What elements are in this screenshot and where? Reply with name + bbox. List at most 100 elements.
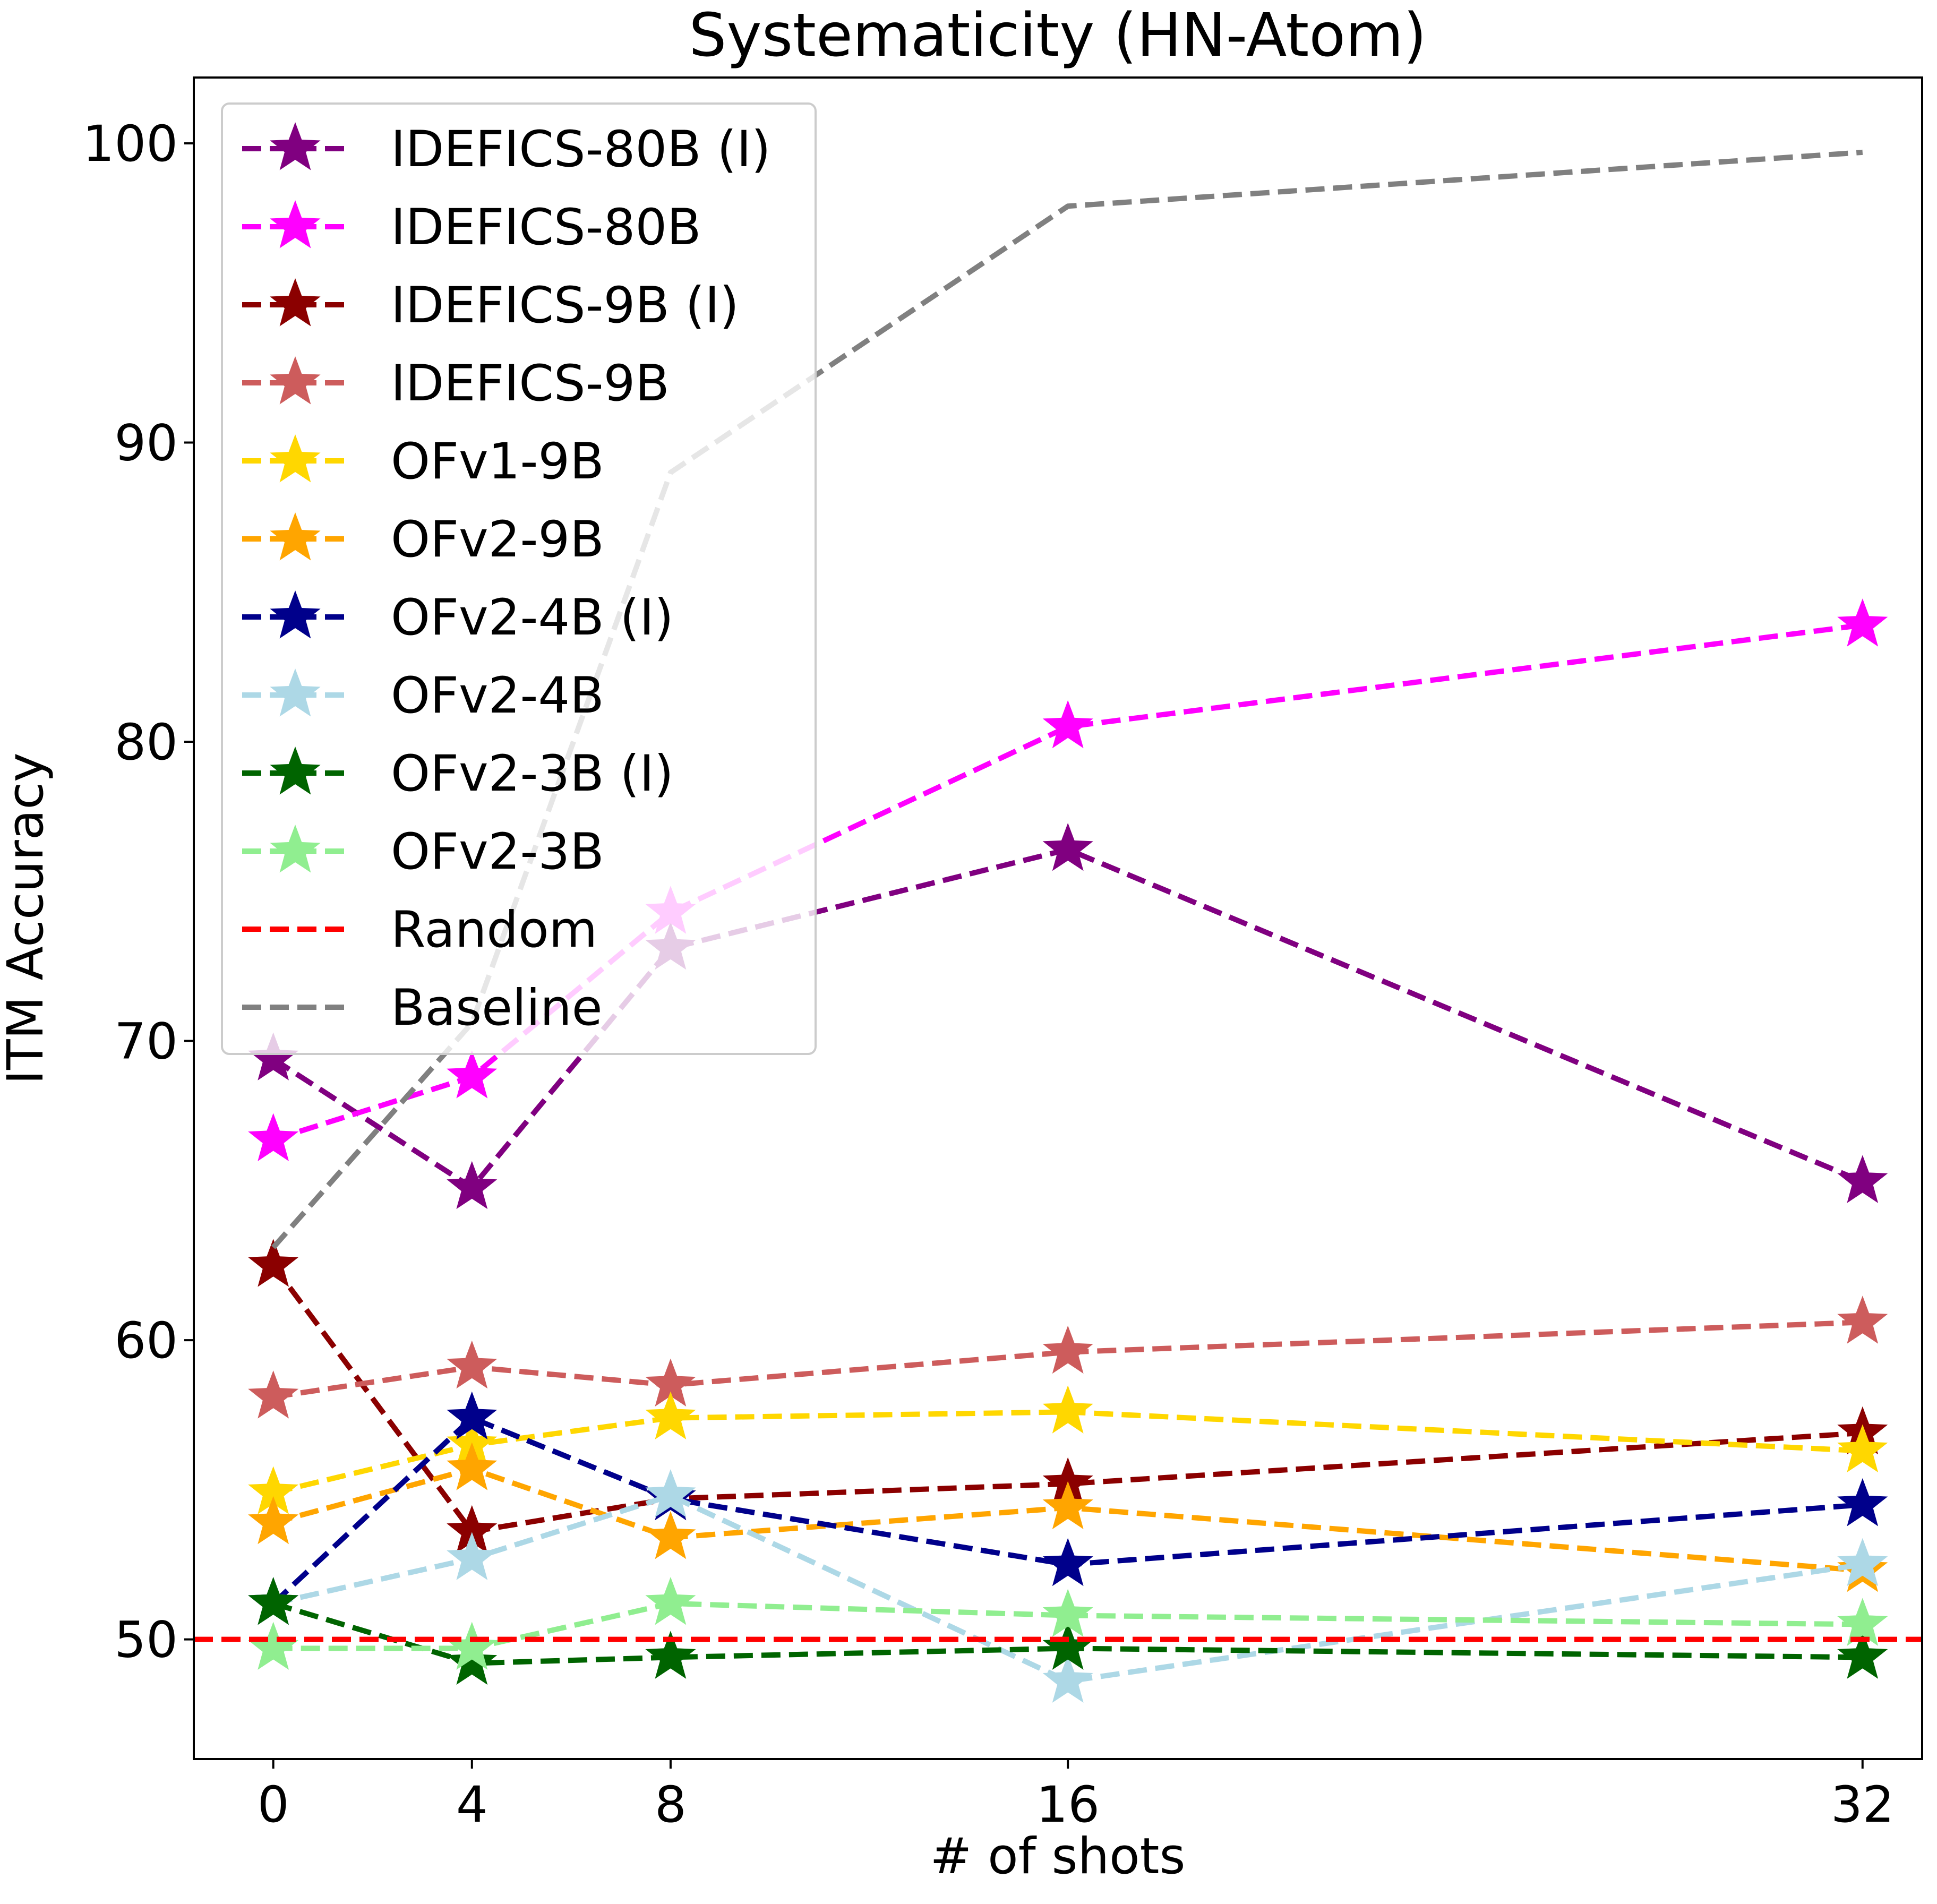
data-point <box>645 1631 696 1679</box>
data-point <box>1042 1538 1093 1586</box>
data-point <box>447 1532 498 1580</box>
data-point <box>248 1466 299 1514</box>
data-point <box>447 1340 498 1389</box>
data-point <box>645 1469 696 1517</box>
data-point <box>1837 1538 1888 1586</box>
x-tick-label: 32 <box>1831 1776 1895 1834</box>
data-point <box>1042 1385 1093 1434</box>
legend-label: OFv2-9B <box>391 511 604 569</box>
data-point <box>1042 822 1093 871</box>
legend-label: OFv2-4B (I) <box>391 589 674 647</box>
data-point <box>645 1358 696 1406</box>
x-tick-label: 4 <box>456 1776 488 1834</box>
data-point <box>1837 1155 1888 1203</box>
data-point <box>447 1050 498 1099</box>
plot-frame <box>193 76 1923 1760</box>
legend-label: OFv2-3B <box>391 823 604 881</box>
data-point <box>1042 1589 1093 1637</box>
legend-marker <box>270 668 321 717</box>
legend-marker <box>270 200 321 248</box>
legend-item-idefics-80b-i: IDEFICS-80B (I) <box>242 121 771 178</box>
data-point <box>1042 1325 1093 1374</box>
x-axis: 0 4 8 16 32 <box>258 1759 1895 1834</box>
y-axis: 50 60 70 80 90 100 <box>83 115 194 1669</box>
data-point <box>447 1505 498 1554</box>
data-point <box>248 1496 299 1545</box>
y-tick-label: 60 <box>114 1312 178 1370</box>
x-tick-label: 16 <box>1036 1776 1100 1834</box>
legend-item-random: Random <box>242 901 597 959</box>
y-tick-label: 80 <box>114 714 178 771</box>
legend-box <box>221 102 817 1055</box>
legend-label: OFv2-4B <box>391 667 604 725</box>
legend-label: Random <box>391 901 597 959</box>
series-idefics-9b <box>248 1296 1888 1419</box>
chart-title: Systematicity (HN-Atom) <box>689 1 1426 70</box>
data-point <box>248 1239 299 1287</box>
data-point <box>1837 1631 1888 1679</box>
data-point <box>1042 1481 1093 1530</box>
data-point <box>248 1032 299 1080</box>
legend-marker <box>270 356 321 405</box>
legend-item-ofv1-9b: OFv1-9B <box>242 433 604 491</box>
series-ofv2-3b <box>248 1577 1888 1670</box>
data-point <box>645 1391 696 1439</box>
y-tick-label: 70 <box>114 1013 178 1071</box>
legend-marker <box>270 434 321 483</box>
y-tick-label: 100 <box>83 115 178 173</box>
series-line <box>272 1493 1863 1684</box>
y-tick-label: 90 <box>114 414 178 472</box>
data-point <box>1837 598 1888 647</box>
legend-marker <box>270 122 321 170</box>
data-point <box>248 1577 299 1625</box>
legend-label: IDEFICS-9B (I) <box>391 277 739 335</box>
data-point <box>248 1370 299 1419</box>
data-point <box>645 1511 696 1559</box>
legend-item-ofv2-3b: OFv2-3B <box>242 823 604 881</box>
series-line <box>272 1601 1863 1666</box>
data-point <box>1042 1622 1093 1670</box>
legend-marker <box>270 512 321 561</box>
legend-item-idefics-9b: IDEFICS-9B <box>242 355 670 413</box>
legend-label: IDEFICS-80B (I) <box>391 121 771 178</box>
data-point <box>1837 1598 1888 1646</box>
series-line <box>271 846 1864 1191</box>
data-point <box>645 1577 696 1625</box>
legend-marker <box>270 278 321 327</box>
data-point <box>447 1622 498 1670</box>
legend-label: Baseline <box>391 979 603 1037</box>
legend-item-ofv2-4b-i: OFv2-4B (I) <box>242 589 674 647</box>
legend-item-ofv2-3b-i: OFv2-3B (I) <box>242 745 674 803</box>
data-point <box>1837 1296 1888 1344</box>
data-point <box>447 1391 498 1439</box>
legend-marker <box>270 747 321 795</box>
data-point <box>1837 1424 1888 1472</box>
legend-item-idefics-9b-i: IDEFICS-9B (I) <box>242 277 739 335</box>
legend-marker <box>270 590 321 639</box>
data-point <box>447 1636 498 1685</box>
data-point <box>1042 1654 1093 1703</box>
data-point <box>1042 700 1093 749</box>
legend-label: OFv2-3B (I) <box>391 745 674 803</box>
legend-label: OFv1-9B <box>391 433 604 491</box>
series-ofv2-3b-i <box>248 1577 1888 1685</box>
x-axis-label: # of shots <box>930 1828 1185 1885</box>
legend-label: IDEFICS-9B <box>391 355 670 413</box>
legend-item-ofv2-9b: OFv2-9B <box>242 511 604 569</box>
legend-item-idefics-80b: IDEFICS-80B <box>242 199 701 256</box>
legend-item-ofv2-4b: OFv2-4B <box>242 667 604 725</box>
legend-label: IDEFICS-80B <box>391 199 701 256</box>
data-point <box>248 1622 299 1670</box>
x-tick-label: 8 <box>655 1776 687 1834</box>
data-point <box>447 1442 498 1490</box>
y-tick-label: 50 <box>114 1611 178 1669</box>
y-axis-label: ITM Accuracy <box>0 752 55 1084</box>
data-point <box>248 1113 299 1161</box>
legend-marker <box>270 825 321 873</box>
data-point <box>447 1161 498 1210</box>
data-point <box>1837 1478 1888 1526</box>
legend: IDEFICS-80B (I) IDEFICS-80B IDEFICS-9B (I)… <box>221 102 817 1055</box>
x-tick-label: 0 <box>258 1776 289 1834</box>
legend-item-baseline: Baseline <box>242 979 603 1037</box>
